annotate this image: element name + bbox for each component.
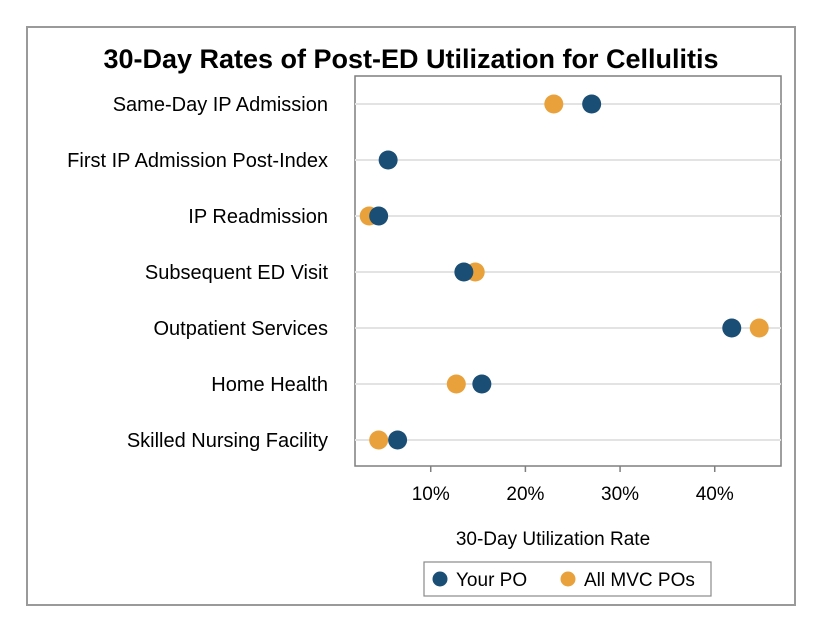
category-label: IP Readmission: [188, 206, 328, 228]
category-label: First IP Admission Post-Index: [67, 150, 328, 172]
data-point: [544, 94, 564, 114]
category-label: Outpatient Services: [153, 318, 328, 340]
x-tick-label: 10%: [412, 484, 450, 505]
data-point: [749, 318, 769, 338]
legend: Your PO All MVC POs: [423, 561, 712, 597]
data-point: [446, 374, 466, 394]
category-label: Subsequent ED Visit: [145, 262, 329, 284]
category-label: Home Health: [211, 374, 328, 396]
legend-label: Your PO: [456, 570, 527, 591]
x-tick-label: 40%: [696, 484, 734, 505]
data-point: [369, 206, 389, 226]
legend-label: All MVC POs: [584, 570, 695, 591]
data-point: [472, 374, 492, 394]
category-label: Same-Day IP Admission: [113, 94, 328, 116]
legend-marker: [432, 571, 448, 587]
data-point: [378, 150, 398, 170]
chart-title: 30-Day Rates of Post-ED Utilization for …: [103, 44, 719, 74]
data-point: [722, 318, 742, 338]
x-tick-label: 20%: [506, 484, 544, 505]
data-point: [369, 430, 389, 450]
data-point: [582, 94, 602, 114]
category-label: Skilled Nursing Facility: [127, 430, 328, 452]
data-point: [454, 262, 474, 282]
plot-area: Same-Day IP Admission First IP Admission …: [67, 75, 782, 505]
legend-marker: [560, 571, 576, 587]
x-tick-label: 30%: [601, 484, 639, 505]
data-point: [388, 430, 408, 450]
x-axis-title: 30-Day Utilization Rate: [456, 529, 650, 550]
